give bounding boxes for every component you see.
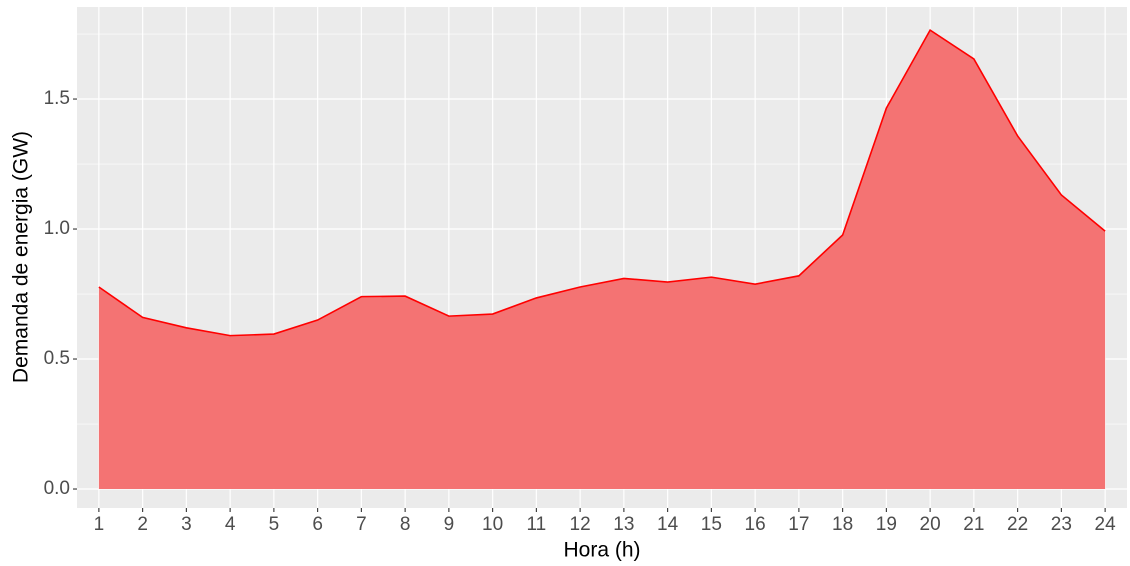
- x-tick-label: 14: [657, 514, 679, 535]
- x-tick-label: 16: [745, 514, 766, 535]
- x-tick-label: 17: [788, 514, 809, 535]
- y-tick-label: 1.5: [44, 88, 70, 109]
- x-tick-label: 24: [1095, 514, 1117, 535]
- x-tick-label: 10: [482, 514, 503, 535]
- x-tick-label: 22: [1007, 514, 1028, 535]
- x-tick-label: 19: [876, 514, 897, 535]
- y-tick-label: 0.5: [44, 348, 70, 369]
- x-tick-label: 3: [181, 514, 192, 535]
- x-tick-label: 2: [137, 514, 148, 535]
- x-tick-label: 13: [613, 514, 634, 535]
- line: [98, 28, 1106, 337]
- x-tick-label: 8: [400, 514, 411, 535]
- x-tick-label: 9: [444, 514, 455, 535]
- y-tick-label: 1.0: [44, 218, 70, 239]
- x-tick-label: 15: [701, 514, 722, 535]
- area: [98, 30, 1106, 490]
- y-tick-label: 0.0: [44, 478, 70, 499]
- y-axis-title: Demanda de energia (GW): [10, 131, 33, 383]
- x-tick-label: 7: [356, 514, 367, 535]
- x-tick-label: 4: [225, 514, 236, 535]
- x-tick-label: 6: [312, 514, 323, 535]
- x-axis-title: Hora (h): [563, 539, 640, 562]
- x-tick-label: 12: [570, 514, 591, 535]
- x-tick-label: 11: [527, 514, 547, 535]
- x-tick-label: 23: [1051, 514, 1072, 535]
- x-tick-label: 18: [832, 514, 853, 535]
- x-tick-label: 5: [269, 514, 280, 535]
- x-tick-label: 1: [94, 514, 105, 535]
- x-tick-label: 20: [920, 514, 941, 535]
- x-tick-label: 21: [963, 514, 984, 535]
